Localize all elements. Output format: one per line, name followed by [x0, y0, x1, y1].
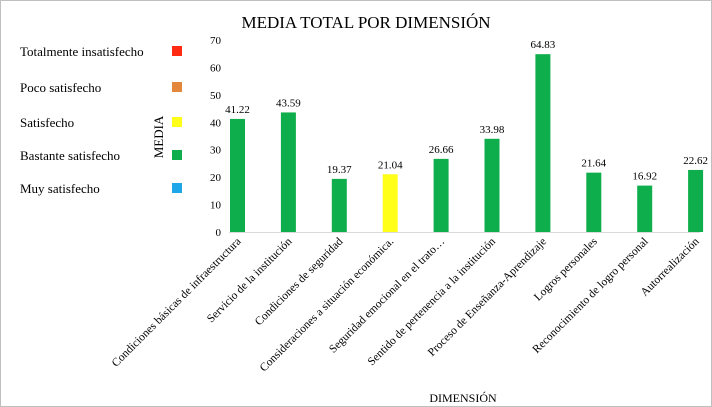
legend-label: Bastante satisfecho [20, 148, 120, 163]
bar [382, 174, 398, 232]
legend-swatch [172, 82, 182, 92]
y-tick-label: 0 [216, 227, 222, 239]
legend-swatch [172, 150, 182, 160]
bar [433, 158, 449, 232]
chart-title: MEDIA TOTAL POR DIMENSIÓN [241, 13, 490, 32]
y-tick-label: 30 [210, 145, 222, 157]
bar [280, 112, 296, 232]
legend: Totalmente insatisfecho Poco satisfecho Sa… [20, 44, 182, 196]
y-tick-label: 40 [210, 117, 222, 129]
data-label: 43.59 [276, 97, 301, 109]
data-label: 21.04 [378, 159, 403, 171]
x-tick-label: Reconocimiento de logro personal [531, 236, 651, 356]
bar [331, 178, 347, 232]
data-label: 19.37 [327, 164, 352, 176]
legend-swatch [172, 117, 182, 127]
data-label: 26.66 [429, 144, 454, 156]
y-tick-label: 70 [210, 35, 222, 47]
x-tick-label: Condiciones de seguridad [253, 235, 346, 328]
data-label: 16.92 [632, 171, 657, 183]
bars: 41.22 43.59 19.37 21.04 26.66 33.98 64.83 21.64… [225, 39, 708, 232]
y-axis-label: MEDIA [151, 115, 166, 158]
legend-label: Satisfecho [20, 115, 74, 130]
legend-swatch [172, 183, 182, 193]
legend-label: Poco satisfecho [20, 80, 101, 95]
x-axis-label: DIMENSIÓN [429, 391, 497, 405]
bar [688, 169, 704, 232]
x-axis-ticks: Condiciones básicas de infraestructuraSe… [110, 235, 702, 374]
y-tick-label: 60 [210, 62, 222, 74]
data-label: 64.83 [531, 39, 556, 51]
legend-swatch [172, 46, 182, 56]
data-label: 21.64 [581, 158, 606, 170]
y-tick-label: 20 [210, 172, 222, 184]
x-tick-label: Servicio de la institución [205, 235, 295, 325]
bar [484, 138, 500, 232]
data-label: 33.98 [480, 124, 505, 136]
bar [637, 185, 653, 232]
y-tick-label: 10 [210, 200, 222, 212]
bar [535, 54, 551, 232]
legend-label: Totalmente insatisfecho [20, 44, 144, 59]
legend-label: Muy satisfecho [20, 181, 100, 196]
y-tick-label: 50 [210, 90, 222, 102]
data-label: 41.22 [225, 104, 250, 116]
data-label: 22.62 [683, 155, 708, 167]
bar [586, 172, 602, 232]
bar [230, 118, 245, 232]
y-axis-ticks: 0 10 20 30 40 50 60 70 [210, 35, 222, 239]
